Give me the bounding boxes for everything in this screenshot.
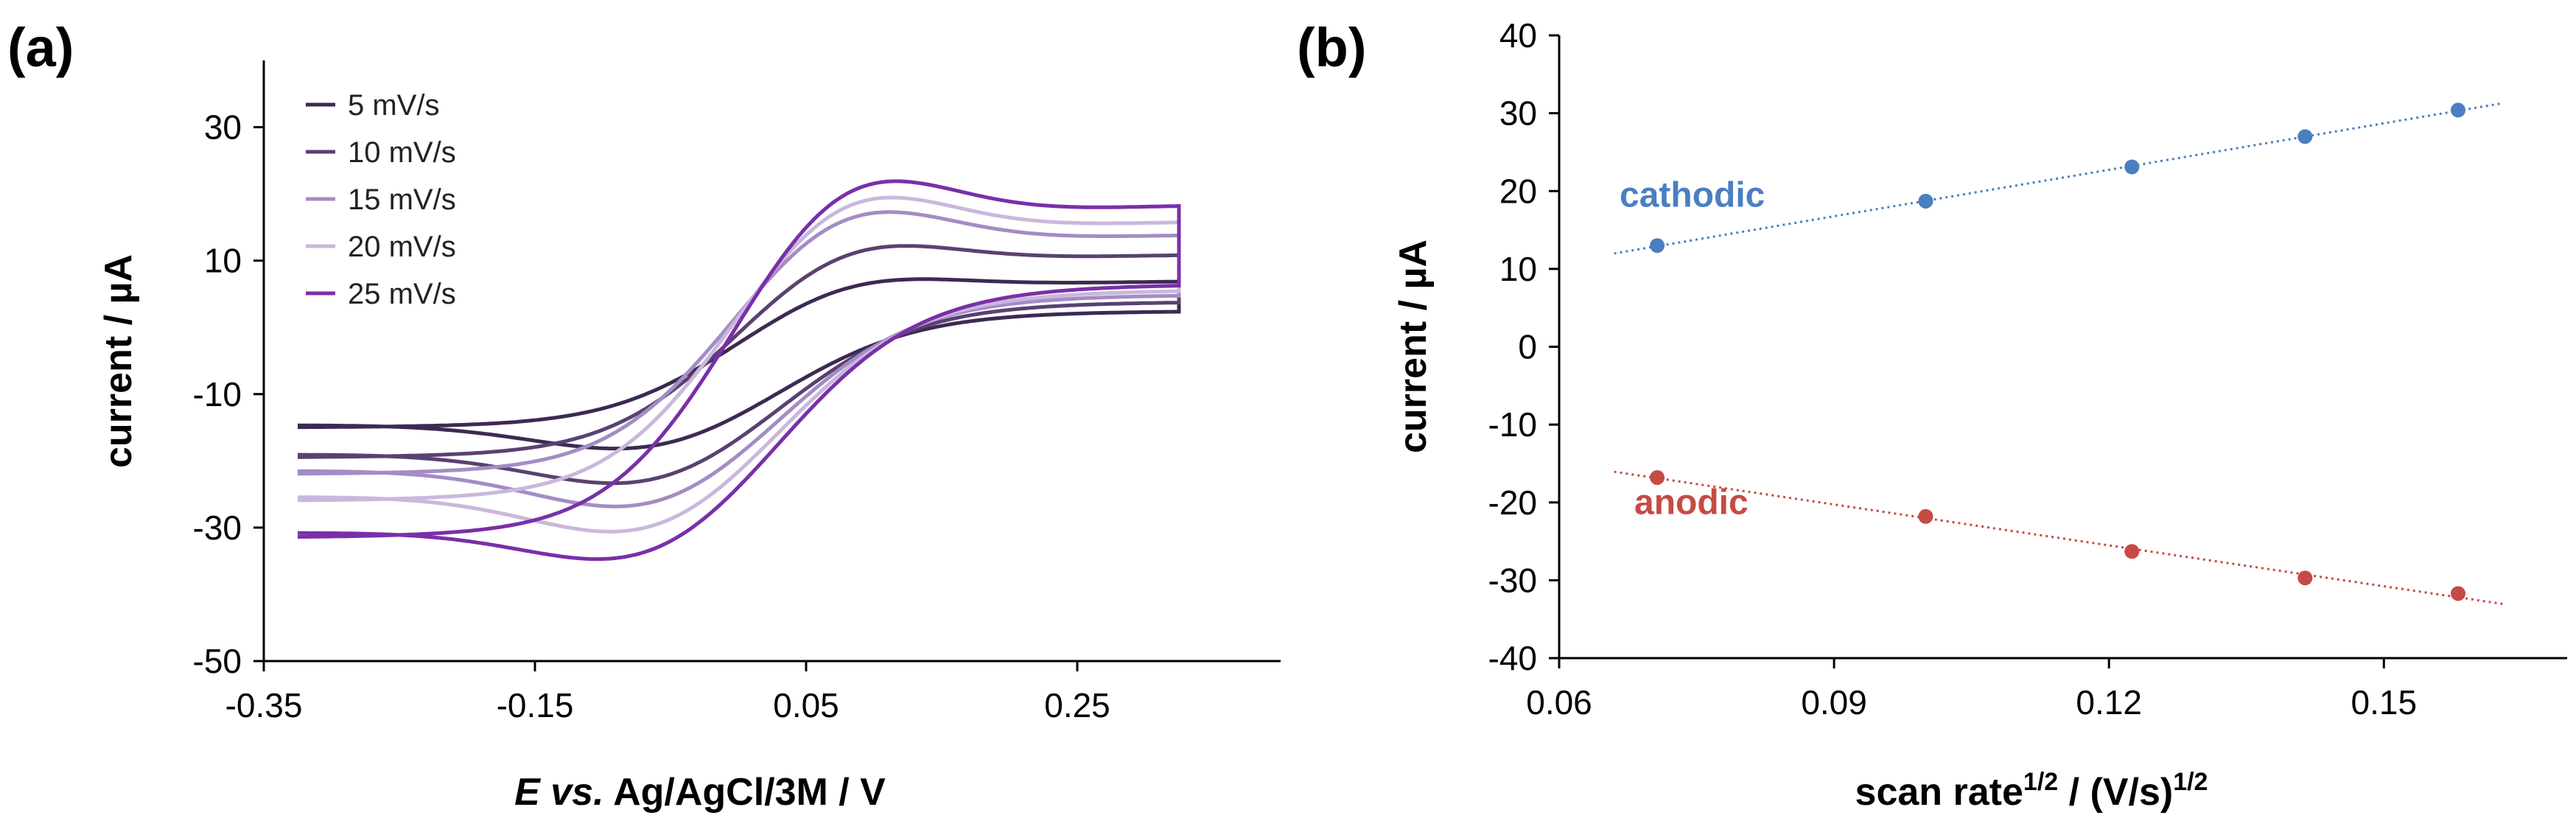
panel-b-y-tick-label: 20 [1499, 172, 1537, 210]
panel-a-x-tick-label: -0.35 [225, 686, 303, 724]
panel-a-x-axis-title: E vs. Ag/AgCl/3M / V [514, 771, 886, 814]
data-points [1650, 102, 2466, 601]
panel-b-y-tick-label: -20 [1488, 483, 1537, 522]
legend-entry: 20 mV/s [348, 231, 456, 263]
panel-a-x-tick-label: 0.25 [1044, 686, 1110, 724]
panel-a-y-tick-label: -50 [193, 642, 242, 680]
x-axis-title-middle: / (V/s) [2058, 771, 2173, 814]
panel-a-axes [253, 60, 1281, 671]
panel-b-x-tick-label: 0.12 [2076, 683, 2142, 722]
panel-a-x-tick-label: 0.05 [773, 686, 839, 724]
panel-b-y-tick-label: -40 [1488, 639, 1537, 677]
panel-a-cyclic-voltammogram: (a) -0.35 -0.15 0.05 0.25 30 10 -10 -30 -50 E v… [7, 17, 1281, 814]
legend-entry: 25 mV/s [348, 278, 456, 310]
panel-b-x-tick-label: 0.09 [1801, 683, 1867, 722]
cv-curves [297, 179, 1181, 562]
anodic-data-point [2124, 544, 2140, 559]
panel-b-y-tick-label: 10 [1499, 250, 1537, 288]
panel-b-peak-current-vs-scan-rate: (b) 0.06 0.09 0.12 0.15 40 30 20 10 0 -10 -20 -30 -… [1297, 16, 2567, 814]
panel-a-y-tick-label: -10 [193, 375, 242, 413]
panel-a-x-tick-label: -0.15 [497, 686, 574, 724]
panel-b-y-tick-label: -10 [1488, 405, 1537, 444]
trend-lines [1614, 102, 2504, 606]
anodic-data-point [2297, 570, 2313, 586]
x-axis-title-rest: Ag/AgCl/3M / V [604, 771, 886, 814]
panel-b-axes [1549, 34, 2567, 668]
panel-a-y-axis-title: current / µA [97, 254, 140, 468]
panel-b-x-tick-label: 0.06 [1526, 683, 1592, 722]
series-labels: cathodic anodic [1620, 175, 1765, 522]
panel-b-y-tick-label: 40 [1499, 16, 1537, 55]
anodic-data-point [1650, 469, 1665, 485]
panel-a-y-tick-label: 30 [204, 108, 242, 147]
x-axis-title-superscript-2: 1/2 [2173, 768, 2208, 796]
panel-b-y-tick-labels: 40 30 20 10 0 -10 -20 -30 -40 [1488, 16, 1537, 677]
panel-b-y-tick-label: 30 [1499, 94, 1537, 133]
panel-b-y-axis-title: current / µA [1392, 240, 1435, 453]
legend-entry: 5 mV/s [348, 89, 439, 122]
panel-a-y-tick-labels: 30 10 -10 -30 -50 [193, 108, 242, 680]
cathodic-data-point [2297, 129, 2313, 144]
cathodic-data-point [2124, 159, 2140, 175]
cathodic-label: cathodic [1620, 175, 1765, 214]
cathodic-data-point [1650, 238, 1665, 254]
panel-b-y-tick-label: -30 [1488, 561, 1537, 599]
anodic-data-point [1918, 509, 1933, 524]
anodic-label: anodic [1634, 483, 1749, 523]
cathodic-data-point [1918, 193, 1933, 209]
panel-b-y-tick-label: 0 [1518, 328, 1537, 366]
panel-a-x-tick-labels: -0.35 -0.15 0.05 0.25 [225, 686, 1110, 724]
panel-b-x-tick-label: 0.15 [2351, 683, 2418, 722]
legend: 5 mV/s 10 mV/s 15 mV/s 20 mV/s 25 mV/s [306, 89, 456, 310]
panel-a-y-tick-label: -30 [193, 509, 242, 547]
legend-entry: 15 mV/s [348, 184, 456, 216]
anodic-data-point [2451, 586, 2466, 601]
cathodic-data-point [2451, 102, 2466, 118]
panel-b-label: (b) [1297, 17, 1367, 78]
legend-entry: 10 mV/s [348, 136, 456, 169]
panel-a-y-tick-label: 10 [204, 242, 242, 280]
panel-b-x-axis-title: scan rate1/2 / (V/s)1/2 [1855, 768, 2208, 814]
x-axis-title-main: scan rate [1855, 771, 2023, 814]
panel-b-x-tick-labels: 0.06 0.09 0.12 0.15 [1526, 683, 2417, 722]
cv-curve-25-mV-s [297, 179, 1181, 562]
x-axis-title-italic: E vs. [514, 771, 603, 814]
x-axis-title-superscript-1: 1/2 [2023, 768, 2058, 796]
anodic-trend-line [1614, 470, 2504, 606]
panel-a-label: (a) [7, 17, 74, 78]
